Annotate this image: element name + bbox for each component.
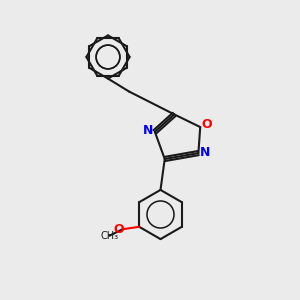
Text: O: O [114,223,124,236]
Text: N: N [143,124,153,137]
Text: O: O [201,118,211,131]
Text: CH₃: CH₃ [100,231,118,241]
Text: N: N [200,146,210,159]
